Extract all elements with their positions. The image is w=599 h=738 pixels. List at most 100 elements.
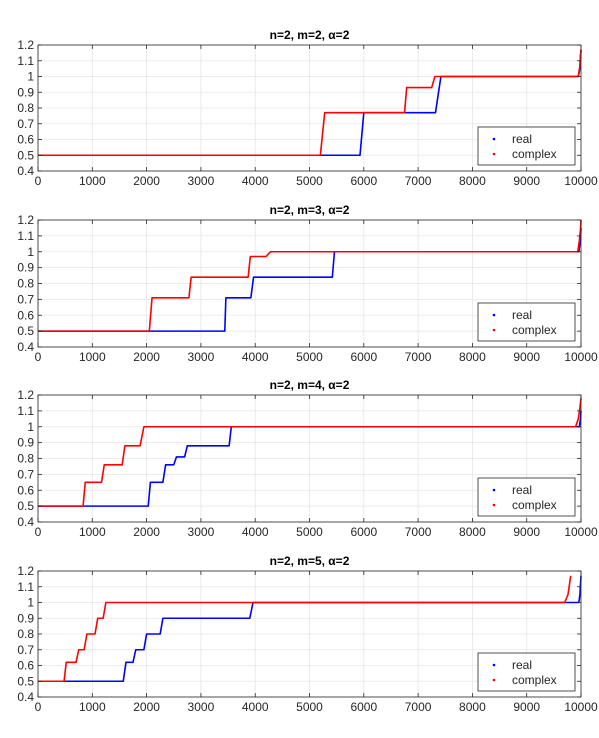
x-tick-label: 2000: [133, 350, 160, 364]
legend-box: [477, 302, 576, 342]
legend-marker-real: [492, 663, 496, 667]
y-tick-label: 0.8: [17, 452, 34, 466]
legend-label-complex: complex: [512, 673, 557, 687]
x-tick-label: 0: [35, 350, 42, 364]
x-tick-label: 4000: [242, 525, 269, 539]
y-tick-label: 1.1: [17, 229, 34, 243]
x-tick-label: 1000: [79, 350, 106, 364]
y-tick-label: 0.9: [17, 261, 34, 275]
x-tick-label: 3000: [188, 525, 215, 539]
x-tick-label: 8000: [459, 700, 486, 714]
chart-title: n=2, m=2, α=2: [270, 28, 350, 42]
x-tick-label: 6000: [350, 700, 377, 714]
legend-label-real: real: [512, 132, 532, 146]
chart-panel-2: 0 1000 2000 3000 4000 5000 6000 7000 8000 9000 100…: [17, 203, 598, 364]
y-tick-label: 1.1: [17, 580, 34, 594]
legend-label-complex: complex: [512, 498, 557, 512]
legend-marker-real: [492, 313, 496, 317]
x-tick-label: 0: [35, 700, 42, 714]
x-tick-label: 2000: [133, 174, 160, 188]
x-tick-label: 4000: [242, 700, 269, 714]
y-tick-label: 0.6: [17, 133, 34, 147]
y-tick-label: 0.4: [17, 164, 34, 178]
x-tick-label: 8000: [459, 525, 486, 539]
x-tick-label: 4000: [242, 174, 269, 188]
series-line-complex: [38, 219, 582, 332]
legend-label-complex: complex: [512, 147, 557, 161]
x-tick-label: 6000: [350, 174, 377, 188]
legend-box: [477, 126, 576, 166]
y-tick-label: 0.4: [17, 340, 34, 354]
x-tick-label: 6000: [350, 525, 377, 539]
legend-marker-real: [492, 137, 496, 141]
y-tick-label: 0.9: [17, 436, 34, 450]
y-tick-label: 0.7: [17, 643, 34, 657]
x-tick-label: 5000: [296, 700, 323, 714]
y-tick-label: 0.4: [17, 515, 34, 529]
x-tick-label: 7000: [405, 525, 432, 539]
x-tick-label: 9000: [513, 350, 540, 364]
y-tick-label: 0.6: [17, 659, 34, 673]
legend-marker-complex: [492, 678, 496, 682]
y-tick-label: 0.9: [17, 611, 34, 625]
legend-label-real: real: [512, 658, 532, 672]
x-tick-label: 3000: [188, 700, 215, 714]
y-tick-label: 0.4: [17, 690, 34, 704]
chart-panel-4: 0 1000 2000 3000 4000 5000 6000 7000 8000 9000 100…: [17, 554, 598, 714]
x-tick-label: 8000: [459, 174, 486, 188]
x-tick-label: 5000: [296, 525, 323, 539]
y-tick-label: 1.2: [17, 213, 34, 227]
y-tick-label: 1.1: [17, 54, 34, 68]
y-tick-label: 0.8: [17, 627, 34, 641]
y-tick-label: 1: [27, 70, 34, 84]
y-tick-label: 1: [27, 245, 34, 259]
chart-panel-3: 0 1000 2000 3000 4000 5000 6000 7000 8000 9000 100…: [17, 378, 598, 539]
legend-box: [477, 477, 576, 517]
legend-label-real: real: [512, 308, 532, 322]
y-tick-label: 1: [27, 596, 34, 610]
x-tick-label: 10000: [564, 525, 598, 539]
legend-marker-complex: [492, 503, 496, 507]
y-tick-label: 1.1: [17, 404, 34, 418]
x-tick-label: 4000: [242, 350, 269, 364]
x-tick-label: 10000: [564, 174, 598, 188]
legend-marker-complex: [492, 152, 496, 156]
x-tick-label: 2000: [133, 700, 160, 714]
y-tick-label: 1.2: [17, 564, 34, 578]
chart-title: n=2, m=4, α=2: [270, 378, 350, 392]
x-tick-label: 7000: [405, 350, 432, 364]
y-tick-label: 1.2: [17, 388, 34, 402]
series-line-complex: [38, 398, 582, 507]
x-tick-label: 5000: [296, 350, 323, 364]
x-tick-label: 0: [35, 174, 42, 188]
y-tick-label: 0.9: [17, 85, 34, 99]
y-tick-label: 0.8: [17, 277, 34, 291]
y-tick-label: 1: [27, 420, 34, 434]
x-tick-label: 10000: [564, 700, 598, 714]
chart-panel-1: 0 1000 2000 3000 4000 5000 6000 7000 8000 9000 100…: [17, 28, 598, 188]
legend-marker-real: [492, 488, 496, 492]
legend-label-real: real: [512, 483, 532, 497]
y-tick-label: 0.5: [17, 324, 34, 338]
x-tick-label: 9000: [513, 700, 540, 714]
x-tick-label: 9000: [513, 174, 540, 188]
x-tick-label: 0: [35, 525, 42, 539]
series-line-real: [38, 227, 582, 332]
x-tick-label: 1000: [79, 525, 106, 539]
x-tick-label: 3000: [188, 350, 215, 364]
x-tick-label: 5000: [296, 174, 323, 188]
y-tick-label: 0.8: [17, 101, 34, 115]
y-tick-label: 0.7: [17, 292, 34, 306]
legend-marker-complex: [492, 328, 496, 332]
series-line-complex: [38, 575, 572, 683]
y-tick-label: 0.7: [17, 117, 34, 131]
x-tick-label: 3000: [188, 174, 215, 188]
y-tick-label: 0.6: [17, 308, 34, 322]
y-tick-label: 0.5: [17, 674, 34, 688]
x-tick-label: 7000: [405, 700, 432, 714]
